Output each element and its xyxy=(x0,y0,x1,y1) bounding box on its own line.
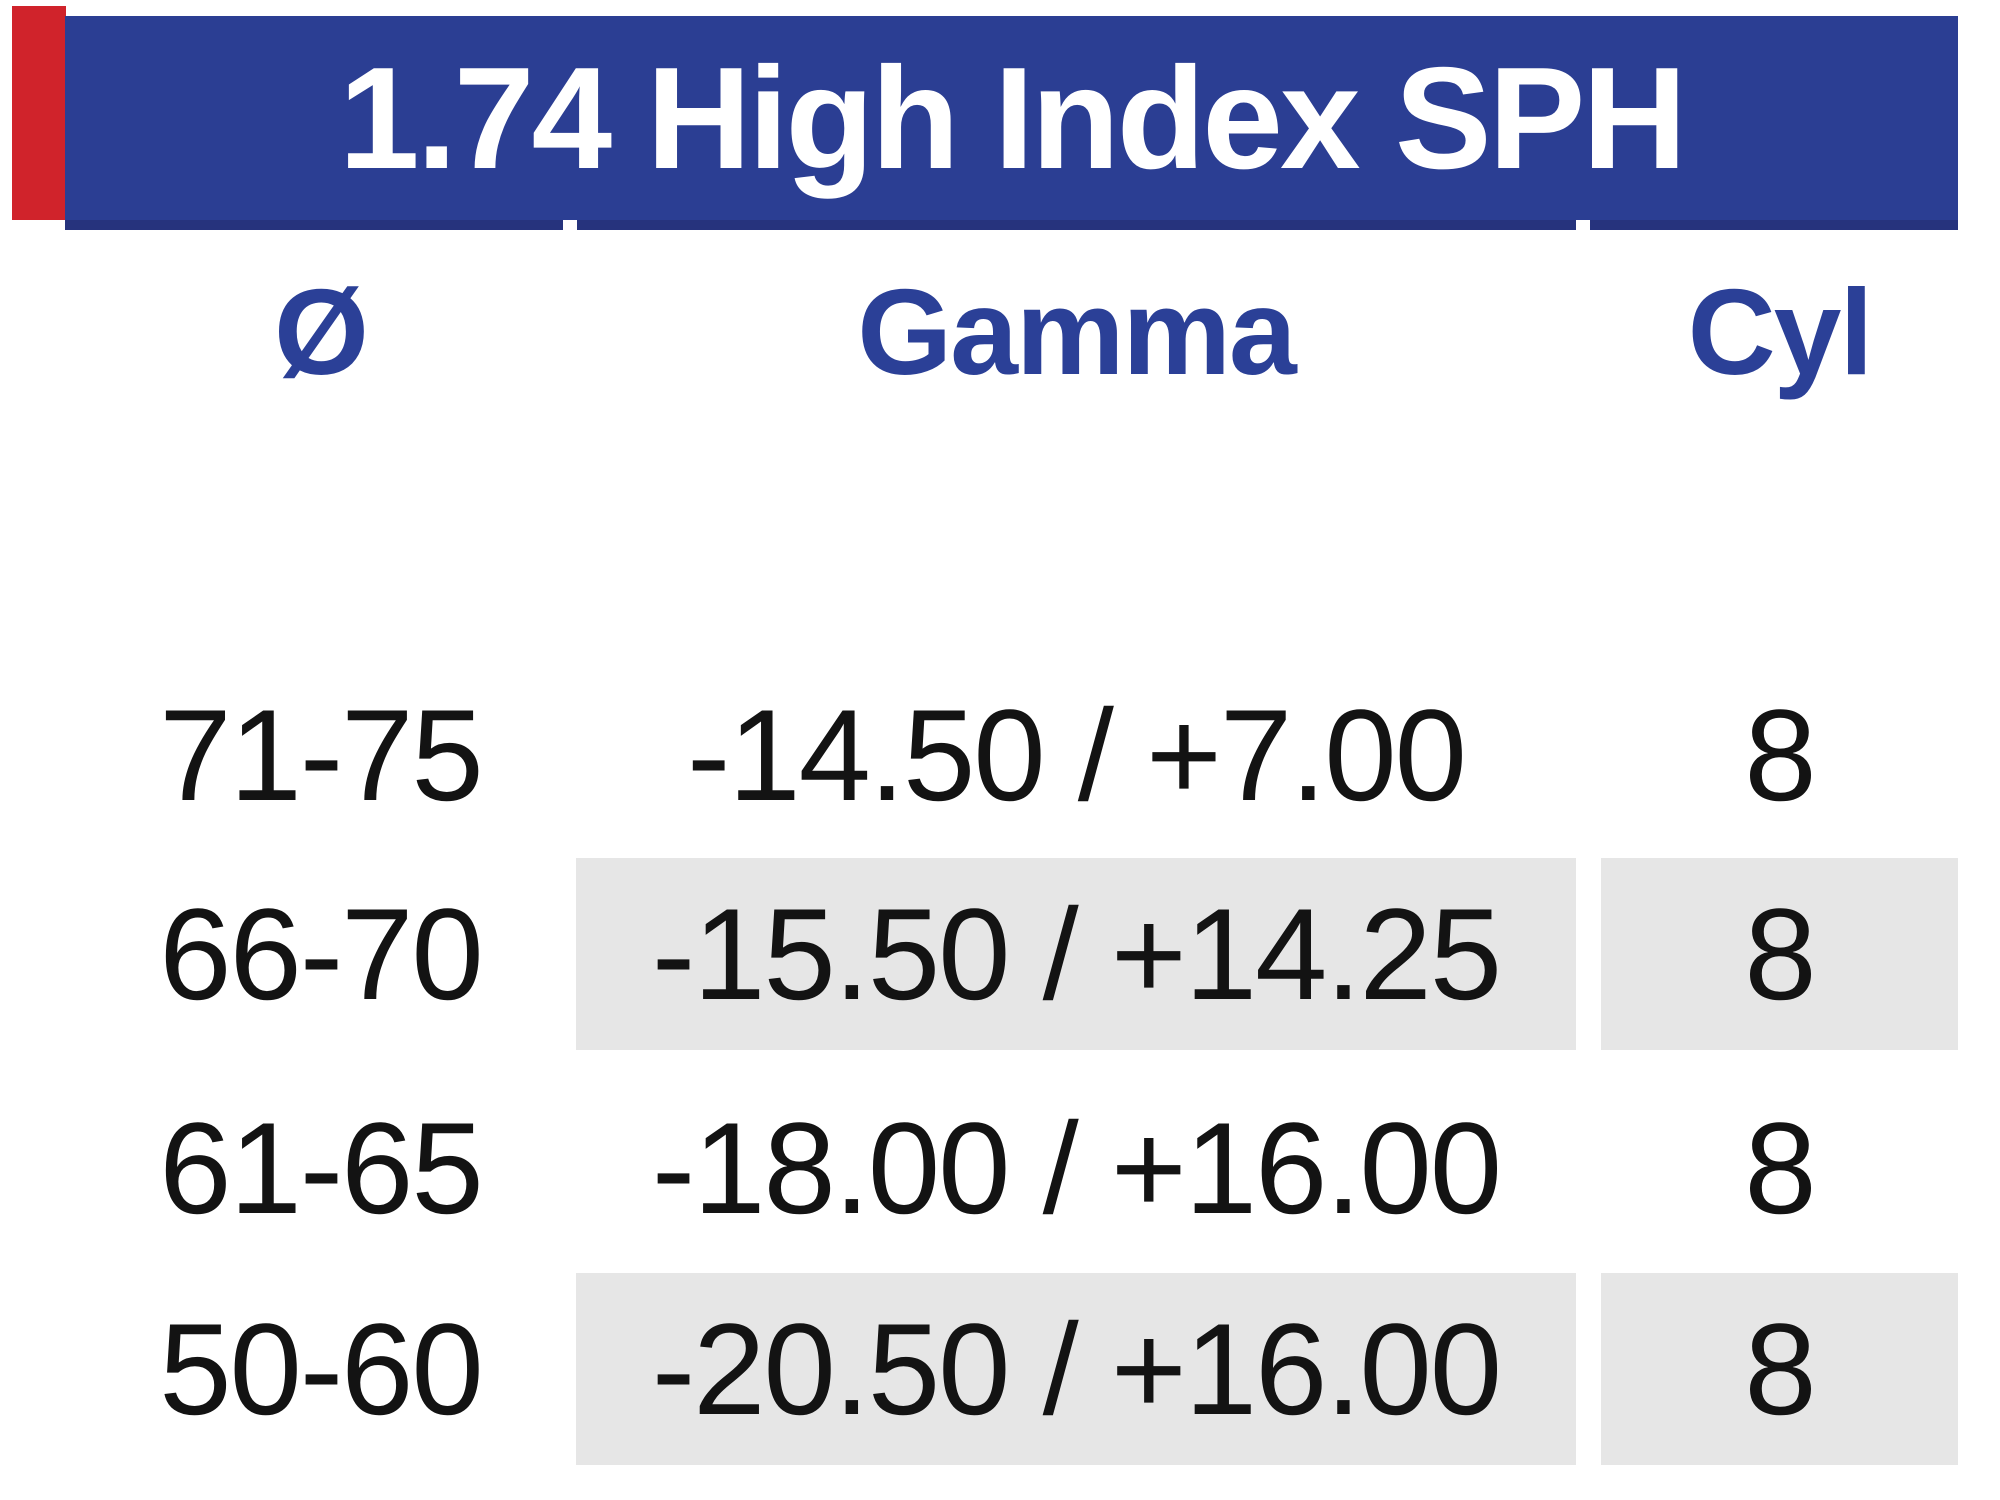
table-row: 50-60 -20.50 / +16.00 8 xyxy=(65,1273,1958,1465)
gamma-range-value: -18.00 / +16.00 xyxy=(651,1095,1502,1241)
cyl-value: 8 xyxy=(1744,1095,1816,1241)
column-gap xyxy=(1576,655,1601,855)
cyl-value: 8 xyxy=(1601,1273,1958,1465)
column-header-gamma: Gamma xyxy=(857,264,1297,400)
banner-bottom-edge xyxy=(65,220,1958,230)
table-row: 71-75 -14.50 / +7.00 8 xyxy=(65,655,1958,855)
diameter-value: 50-60 xyxy=(159,1296,484,1442)
gamma-range-value: -20.50 / +16.00 xyxy=(576,1273,1576,1465)
column-header-diameter: Ø xyxy=(274,264,369,400)
diameter-value: 66-70 xyxy=(159,881,484,1027)
column-gap xyxy=(1576,1273,1601,1465)
banner-bottom-notch xyxy=(1576,220,1590,230)
table-header-row: Ø Gamma Cyl xyxy=(65,252,1958,412)
gamma-range-value: -14.50 / +7.00 xyxy=(687,682,1467,828)
table-row: 66-70 -15.50 / +14.25 8 xyxy=(65,858,1958,1050)
cyl-value: 8 xyxy=(1601,858,1958,1050)
cyl-value: 8 xyxy=(1744,682,1816,828)
diameter-value: 71-75 xyxy=(159,682,484,828)
column-gap xyxy=(1576,1068,1601,1268)
red-accent-bar xyxy=(12,6,66,220)
diameter-value: 61-65 xyxy=(159,1095,484,1241)
page-title: 1.74 High Index SPH xyxy=(338,37,1687,199)
table-row: 61-65 -18.00 / +16.00 8 xyxy=(65,1068,1958,1268)
banner-bottom-notch xyxy=(563,220,577,230)
gamma-range-value: -15.50 / +14.25 xyxy=(576,858,1576,1050)
column-gap xyxy=(1576,252,1601,412)
title-banner: 1.74 High Index SPH xyxy=(65,16,1958,230)
column-header-cyl: Cyl xyxy=(1687,264,1874,400)
column-gap xyxy=(1576,858,1601,1050)
